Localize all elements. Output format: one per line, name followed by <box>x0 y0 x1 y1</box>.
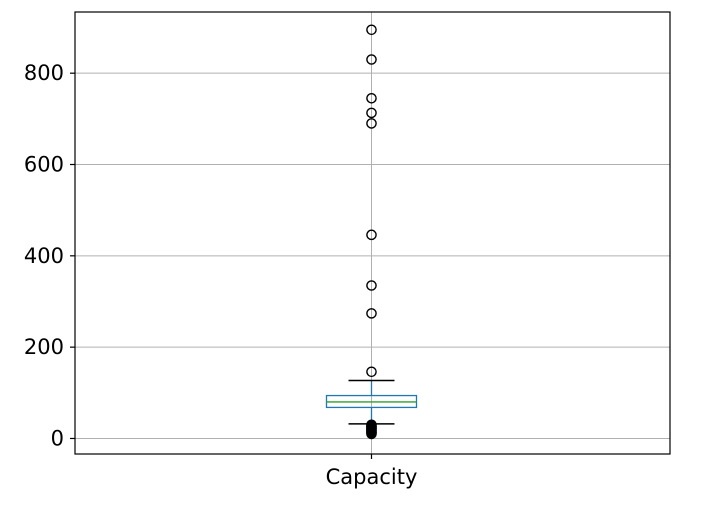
box-plot-marks <box>325 24 418 440</box>
x-tick-label: Capacity <box>326 465 418 489</box>
y-tick-label: 400 <box>24 244 64 268</box>
outlier-point <box>366 229 377 241</box>
outlier-point <box>366 107 377 119</box>
outlier-point <box>366 366 377 378</box>
outlier-point <box>366 428 377 440</box>
outlier-point <box>366 280 377 291</box>
outlier-point <box>366 54 377 65</box>
outlier-point <box>366 92 377 104</box>
grid-lines <box>75 12 670 454</box>
outlier-point <box>366 24 377 36</box>
outlier-point <box>366 118 377 129</box>
y-tick-label: 600 <box>24 153 64 177</box>
outlier-point <box>366 308 377 319</box>
y-tick-label: 0 <box>51 426 64 450</box>
y-tick-label: 200 <box>24 335 64 359</box>
y-tick-label: 800 <box>24 61 64 85</box>
axes: 0 200 400 600 800 Capacity <box>24 61 417 489</box>
plot-frame <box>74 11 671 455</box>
